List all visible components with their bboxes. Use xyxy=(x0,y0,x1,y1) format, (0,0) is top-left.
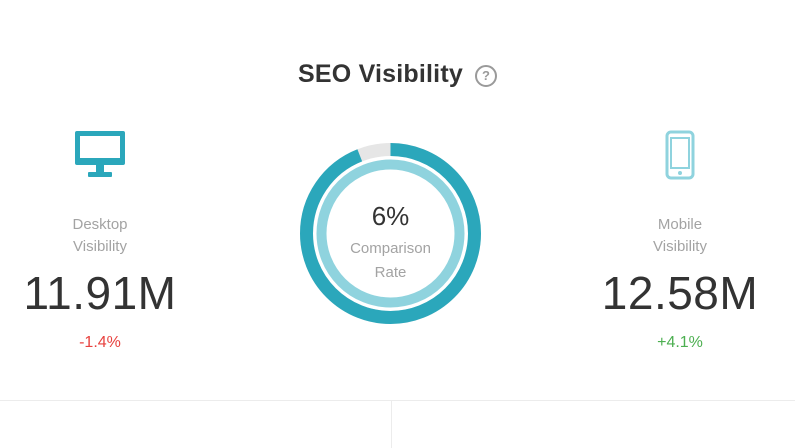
desktop-visibility-value: 11.91M xyxy=(23,267,177,319)
desktop-visibility-change: -1.4% xyxy=(79,334,121,351)
donut-outer-ring xyxy=(300,143,481,324)
mobile-visibility-label: Mobile Visibility xyxy=(580,214,780,258)
mobile-label-line2: Visibility xyxy=(653,238,707,255)
mobile-visibility-change: +4.1% xyxy=(657,334,703,351)
desktop-label-line1: Desktop xyxy=(72,216,128,233)
rate-label-line2: Rate xyxy=(374,264,407,281)
donut-center: 6% Comparison Rate xyxy=(298,141,483,326)
bottom-column-divider xyxy=(391,401,392,448)
comparison-rate-donut: 6% Comparison Rate xyxy=(298,141,483,326)
mobile-label-line1: Mobile xyxy=(657,216,703,233)
comparison-rate-label: Comparison Rate xyxy=(298,237,483,285)
desktop-visibility-label: Desktop Visibility xyxy=(0,214,200,258)
donut-inner-ring xyxy=(316,159,465,308)
mobile-visibility-value: 12.58M xyxy=(601,267,759,319)
question-circle-icon[interactable]: ? xyxy=(474,64,497,87)
desktop-visibility: Desktop Visibility 11.91M -1.4% xyxy=(0,130,200,352)
mobile-visibility: Mobile Visibility 12.58M +4.1% xyxy=(580,130,780,352)
widget-title: SEO Visibility xyxy=(298,60,463,88)
comparison-rate-value: 6% xyxy=(371,201,410,231)
bottom-divider xyxy=(0,400,795,401)
rate-label-line1: Comparison xyxy=(350,240,431,257)
donut-chart xyxy=(300,143,481,324)
title-row: SEO Visibility ? xyxy=(0,60,795,89)
desktop-label-line2: Visibility xyxy=(73,238,127,255)
desktop-monitor-icon xyxy=(0,130,200,192)
mobile-phone-icon xyxy=(580,130,780,192)
